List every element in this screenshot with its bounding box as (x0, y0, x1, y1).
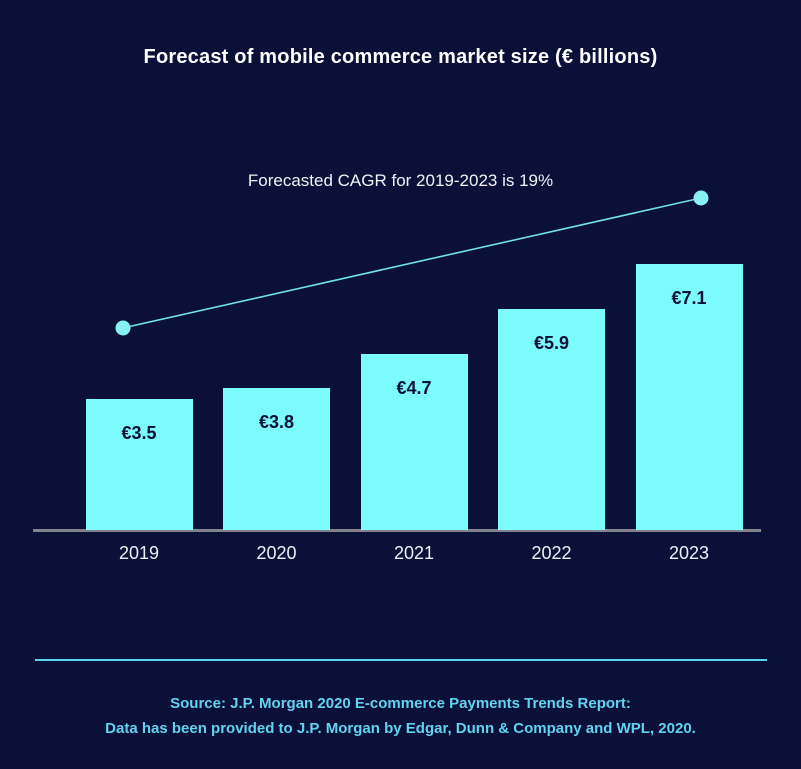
bar-2023: €7.1 (635, 264, 743, 530)
bar-2020: €3.8 (223, 388, 330, 530)
cagr-annotation: Forecasted CAGR for 2019-2023 is 19% (247, 171, 554, 190)
bar-2019: €3.5 (85, 399, 193, 530)
bar-value-label: €7.1 (671, 288, 707, 308)
bar-chart: €3.5 2019 €3.8 2020 €4.7 2021 €5.9 2022 €7.1 2023 (33, 0, 761, 563)
bar-2022: €5.9 (498, 309, 605, 530)
bar-2021: €4.7 (360, 354, 468, 530)
bar-value-label: €4.7 (396, 378, 432, 398)
bar-value-label: €5.9 (533, 333, 570, 353)
x-tick-2021: 2021 (393, 543, 435, 563)
x-tick-2023: 2023 (668, 543, 710, 563)
x-axis-line (33, 529, 761, 532)
bar-value-label: €3.8 (258, 412, 295, 432)
x-tick-2022: 2022 (531, 543, 572, 563)
footer-divider (35, 659, 767, 661)
x-tick-2020: 2020 (256, 543, 297, 563)
bar-value-label: €3.5 (121, 423, 157, 443)
chart-title: Forecast of mobile commerce market size … (143, 46, 658, 68)
source-line-1: Source: J.P. Morgan 2020 E-commerce Paym… (170, 695, 631, 712)
x-tick-2019: 2019 (118, 543, 160, 563)
source-note: Source: J.P. Morgan 2020 E-commerce Paym… (0, 691, 801, 741)
source-line-2: Data has been provided to J.P. Morgan by… (105, 720, 696, 737)
